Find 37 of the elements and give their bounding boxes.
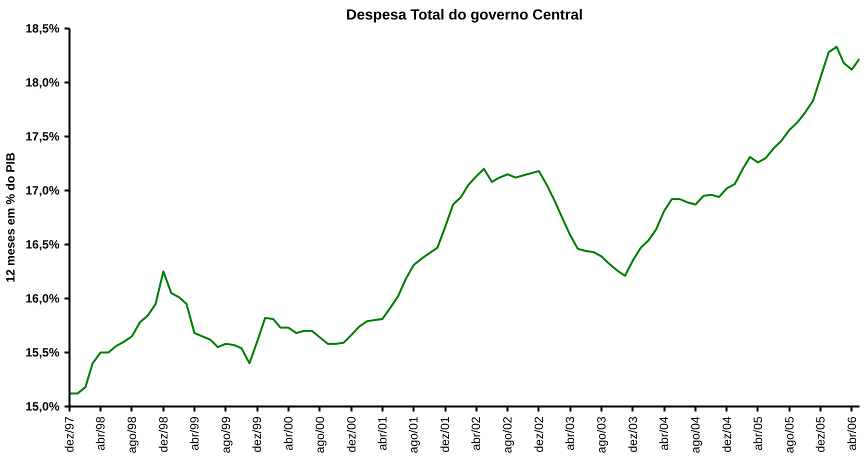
x-tick-label: abr/04 <box>657 416 672 451</box>
y-tick-label: 16,0% <box>25 292 60 306</box>
y-axis-title: 12 meses em % do PIB <box>3 152 18 283</box>
x-tick-label: abr/00 <box>282 416 296 451</box>
x-tick-label: dez/02 <box>532 416 546 453</box>
x-tick-label: dez/01 <box>438 416 452 453</box>
x-tick-label: ago/03 <box>594 416 608 454</box>
x-tick-label: dez/97 <box>62 416 76 453</box>
y-tick-label: 15,5% <box>25 346 60 360</box>
y-tick-label: 18,0% <box>25 76 60 90</box>
y-tick-label: 15,0% <box>25 400 60 414</box>
y-tick-label: 17,5% <box>25 130 60 144</box>
x-tick-label: dez/99 <box>250 416 264 453</box>
x-tick-label: ago/00 <box>312 416 327 454</box>
x-tick-label: ago/99 <box>218 416 233 454</box>
x-tick-label: ago/02 <box>500 416 515 454</box>
x-tick-label: abr/99 <box>187 416 202 451</box>
x-tick-label: abr/02 <box>469 416 484 451</box>
chart-title: Despesa Total do governo Central <box>346 8 583 24</box>
x-tick-label: abr/98 <box>94 416 108 451</box>
x-tick-label: ago/01 <box>406 416 421 454</box>
x-tick-label: ago/98 <box>124 416 139 454</box>
x-tick-label: dez/00 <box>344 416 358 453</box>
x-tick-label: abr/05 <box>750 416 765 451</box>
x-tick-label: ago/05 <box>782 416 796 454</box>
y-tick-label: 16,5% <box>25 238 60 252</box>
x-tick-label: abr/03 <box>563 416 578 451</box>
x-tick-label: dez/05 <box>814 416 828 453</box>
y-tick-label: 18,5% <box>25 22 60 36</box>
x-tick-label: dez/03 <box>626 416 640 453</box>
x-tick-label: dez/04 <box>720 416 734 453</box>
x-tick-label: ago/04 <box>688 416 702 454</box>
y-tick-label: 17,0% <box>25 184 60 198</box>
x-tick-label: dez/98 <box>156 416 170 453</box>
x-tick-label: abr/06 <box>844 416 859 451</box>
line-series <box>70 46 860 395</box>
x-tick-label: abr/01 <box>375 416 390 451</box>
